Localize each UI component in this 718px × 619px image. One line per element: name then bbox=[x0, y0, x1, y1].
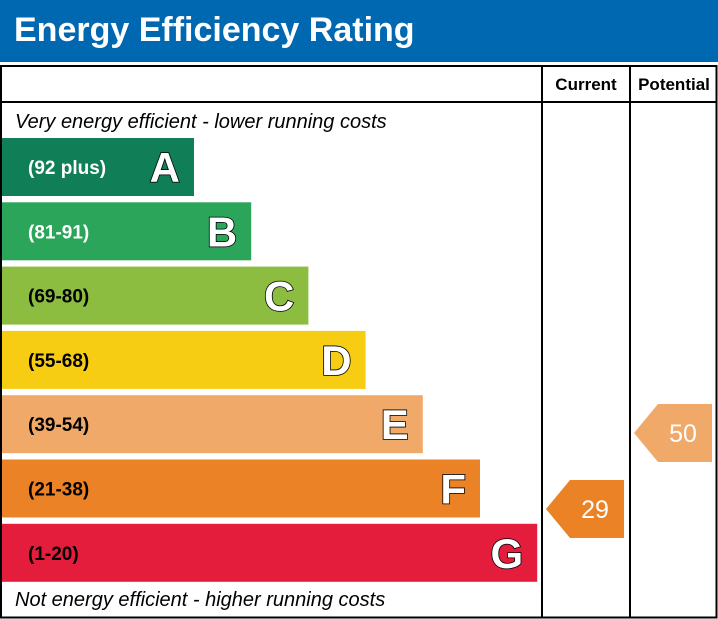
outer-border bbox=[0, 65, 718, 619]
top-note: Very energy efficient - lower running co… bbox=[15, 111, 387, 133]
band-b-letter: B bbox=[207, 208, 237, 255]
rating-bands: (92 plus) A (81-91) B (69-80) C (55-68) D (39-54… bbox=[2, 138, 538, 582]
band-c-range: (69-80) bbox=[28, 287, 89, 308]
grid-frame bbox=[0, 65, 718, 619]
current-rating-value: 29 bbox=[581, 496, 609, 524]
band-f-letter: F bbox=[440, 466, 466, 513]
band-e-letter: E bbox=[381, 401, 409, 448]
potential-rating-value: 50 bbox=[669, 420, 697, 448]
band-e-bar bbox=[2, 395, 423, 454]
rating-markers: 29 50 bbox=[546, 404, 712, 538]
potential-rating-arrow bbox=[634, 404, 712, 463]
band-d: (55-68) D bbox=[2, 330, 366, 389]
band-d-range: (55-68) bbox=[28, 351, 89, 372]
band-b-bar bbox=[2, 202, 252, 261]
band-b: (81-91) B bbox=[2, 202, 252, 261]
band-e-range: (39-54) bbox=[28, 415, 89, 436]
band-g-range: (1-20) bbox=[28, 544, 79, 565]
band-f: (21-38) F bbox=[2, 459, 480, 518]
band-a-range: (92 plus) bbox=[28, 158, 106, 179]
current-column-header: Current bbox=[555, 75, 617, 94]
band-g: (1-20) G bbox=[2, 523, 538, 582]
bottom-note: Not energy efficient - higher running co… bbox=[15, 589, 385, 611]
potential-column-header: Potential bbox=[638, 75, 710, 94]
band-d-letter: D bbox=[321, 337, 351, 384]
current-rating-marker: 29 bbox=[546, 479, 624, 538]
band-b-range: (81-91) bbox=[28, 222, 89, 243]
band-g-bar bbox=[2, 523, 538, 582]
page-title: Energy Efficiency Rating bbox=[14, 11, 415, 49]
band-d-bar bbox=[2, 330, 366, 389]
band-c-letter: C bbox=[264, 273, 294, 320]
band-f-bar bbox=[2, 459, 480, 518]
band-e: (39-54) E bbox=[2, 395, 423, 454]
header-bar: Energy Efficiency Rating bbox=[0, 0, 718, 62]
band-a-letter: A bbox=[150, 144, 180, 191]
band-a: (92 plus) A bbox=[2, 138, 194, 196]
band-a-bar bbox=[2, 138, 194, 196]
band-g-letter: G bbox=[491, 530, 524, 577]
band-c-bar bbox=[2, 266, 309, 325]
band-c: (69-80) C bbox=[2, 266, 309, 325]
current-rating-arrow bbox=[546, 479, 624, 538]
band-f-range: (21-38) bbox=[28, 480, 89, 501]
potential-rating-marker: 50 bbox=[634, 404, 712, 463]
